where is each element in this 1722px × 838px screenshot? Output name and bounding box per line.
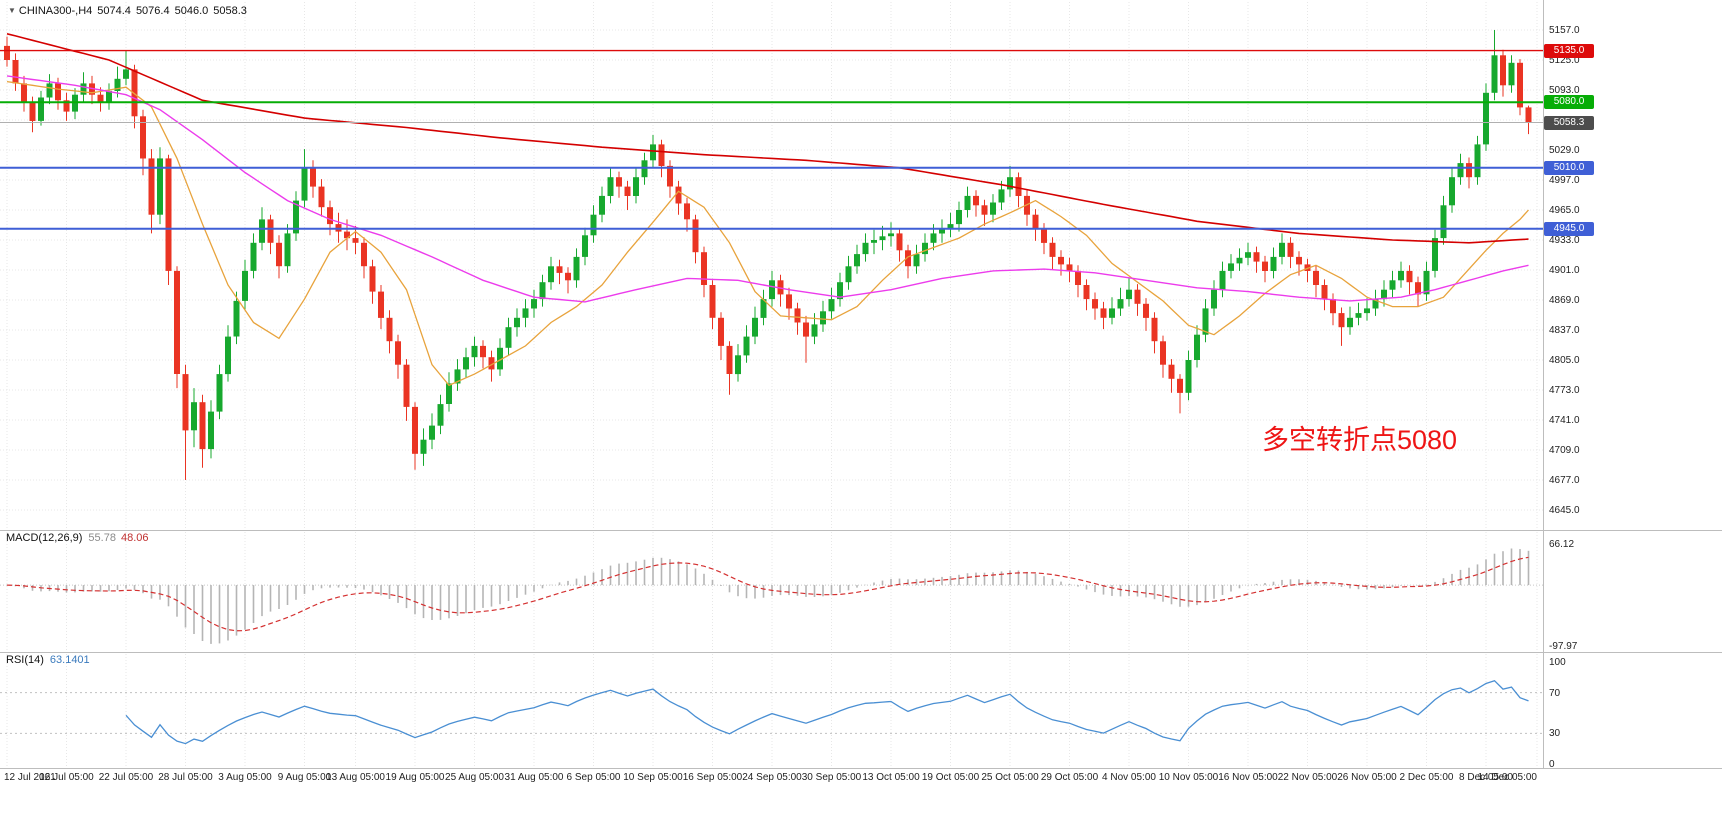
- rsi-axis-label: 0: [1549, 759, 1555, 770]
- price-tick-label: 4933.0: [1549, 235, 1580, 246]
- price-tick-label: 4997.0: [1549, 175, 1580, 186]
- date-tick-label: 24 Sep 05:00: [742, 772, 802, 783]
- price-tick-label: 4869.0: [1549, 295, 1580, 306]
- high-value: 5076.4: [135, 5, 170, 17]
- macd-indicator-label: MACD(12,26,9) 55.78 48.06: [6, 532, 148, 544]
- ma-mid-magenta: [6, 75, 1529, 303]
- close-value: 5058.3: [213, 5, 247, 17]
- rsi-indicator-name: RSI(14): [6, 654, 44, 666]
- date-tick-label: 16 Jul 05:00: [39, 772, 94, 783]
- date-tick-label: 26 Nov 05:00: [1337, 772, 1397, 783]
- date-tick-label: 3 Aug 05:00: [218, 772, 272, 783]
- rsi-line: [125, 679, 1529, 745]
- date-tick-label: 9 Aug 05:00: [277, 772, 332, 783]
- date-tick-label: 8 Dec 05:00: [1459, 772, 1513, 783]
- time-axis-separator: [0, 768, 1722, 769]
- price-tick-label: 4837.0: [1549, 325, 1580, 336]
- panel-separator[interactable]: [0, 652, 1722, 653]
- date-tick-label: 22 Jul 05:00: [98, 772, 154, 783]
- date-tick-label: 12 Jul 2021: [4, 772, 56, 783]
- macd-axis-label: -97.97: [1549, 641, 1578, 652]
- date-tick-label: 10 Sep 05:00: [623, 772, 683, 783]
- price-tick-label: 4805.0: [1549, 355, 1580, 366]
- price-tick-label: 5157.0: [1549, 25, 1580, 36]
- macd-signal-line: [6, 556, 1529, 632]
- rsi-axis-label: 100: [1549, 657, 1566, 668]
- price-tag-4945.0[interactable]: 4945.0: [1544, 222, 1594, 236]
- date-tick-label: 25 Oct 05:00: [981, 772, 1039, 783]
- price-tick-label: 4645.0: [1549, 505, 1580, 516]
- date-tick-label: 22 Nov 05:00: [1277, 772, 1338, 783]
- date-tick-label: 25 Aug 05:00: [445, 772, 504, 783]
- price-tick-label: 4741.0: [1549, 415, 1580, 426]
- date-tick-label: 31 Aug 05:00: [504, 772, 564, 783]
- symbol-period-label: CHINA300-,H4: [18, 5, 93, 17]
- rsi-axis-label: 70: [1549, 688, 1561, 699]
- price-tag-5058.3[interactable]: 5058.3: [1544, 116, 1594, 130]
- low-value: 5046.0: [174, 5, 209, 17]
- price-tick-label: 5125.0: [1549, 55, 1580, 66]
- date-tick-label: 19 Aug 05:00: [385, 772, 445, 783]
- price-tag-5010.0[interactable]: 5010.0: [1544, 161, 1594, 175]
- chart-ohlc-header: ▼ CHINA300-,H4 5074.4 5076.4 5046.0 5058.3: [8, 5, 247, 17]
- price-tick-label: 4773.0: [1549, 385, 1580, 396]
- candles: [4, 30, 1532, 480]
- macd-indicator-name: MACD(12,26,9): [6, 532, 83, 544]
- open-value: 5074.4: [97, 5, 131, 17]
- ma-fast-orange: [6, 80, 1529, 387]
- rsi-value: 63.1401: [49, 654, 90, 666]
- axis-separator: [1543, 0, 1544, 769]
- date-tick-label: 29 Oct 05:00: [1040, 772, 1099, 783]
- ma-slow-red: [6, 33, 1529, 244]
- macd-histogram: [14, 548, 1530, 644]
- macd-axis-label: 66.12: [1549, 539, 1575, 550]
- date-tick-label: 6 Sep 05:00: [566, 772, 621, 783]
- price-tick-label: 5093.0: [1549, 85, 1580, 96]
- symbol-marker-icon: ▼: [8, 6, 16, 15]
- date-tick-label: 28 Jul 05:00: [158, 772, 213, 783]
- rsi-panel-canvas[interactable]: [0, 652, 1543, 768]
- date-tick-label: 13 Aug 05:00: [326, 772, 385, 783]
- price-tag-5080.0[interactable]: 5080.0: [1544, 95, 1594, 109]
- date-tick-label: 30 Sep 05:00: [801, 772, 862, 783]
- chart-annotation-text[interactable]: 多空转折点5080: [1262, 425, 1458, 455]
- price-tick-label: 4677.0: [1549, 475, 1580, 486]
- price-tick-label: 4901.0: [1549, 265, 1580, 276]
- price-tick-label: 5029.0: [1549, 145, 1580, 156]
- rsi-axis-label: 30: [1549, 728, 1561, 739]
- rsi-indicator-label: RSI(14) 63.1401: [6, 654, 90, 666]
- price-chart-canvas[interactable]: [0, 0, 1543, 530]
- price-tag-5135.0[interactable]: 5135.0: [1544, 44, 1594, 58]
- date-tick-label: 13 Oct 05:00: [862, 772, 920, 783]
- price-tick-label: 4709.0: [1549, 445, 1580, 456]
- price-tick-label: 4965.0: [1549, 205, 1580, 216]
- date-tick-label: 16 Sep 05:00: [682, 772, 743, 783]
- macd-signal-value: 48.06: [120, 532, 149, 544]
- macd-main-value: 55.78: [88, 532, 116, 544]
- date-tick-label: 10 Nov 05:00: [1158, 772, 1219, 783]
- date-tick-label: 4 Nov 05:00: [1102, 772, 1156, 783]
- date-tick-label: 16 Nov 05:00: [1218, 772, 1278, 783]
- date-tick-label: 2 Dec 05:00: [1399, 772, 1454, 783]
- date-tick-label: 14 Dec 05:00: [1477, 772, 1538, 783]
- date-tick-label: 19 Oct 05:00: [921, 772, 980, 783]
- macd-panel-canvas[interactable]: [0, 530, 1543, 652]
- panel-separator[interactable]: [0, 530, 1722, 531]
